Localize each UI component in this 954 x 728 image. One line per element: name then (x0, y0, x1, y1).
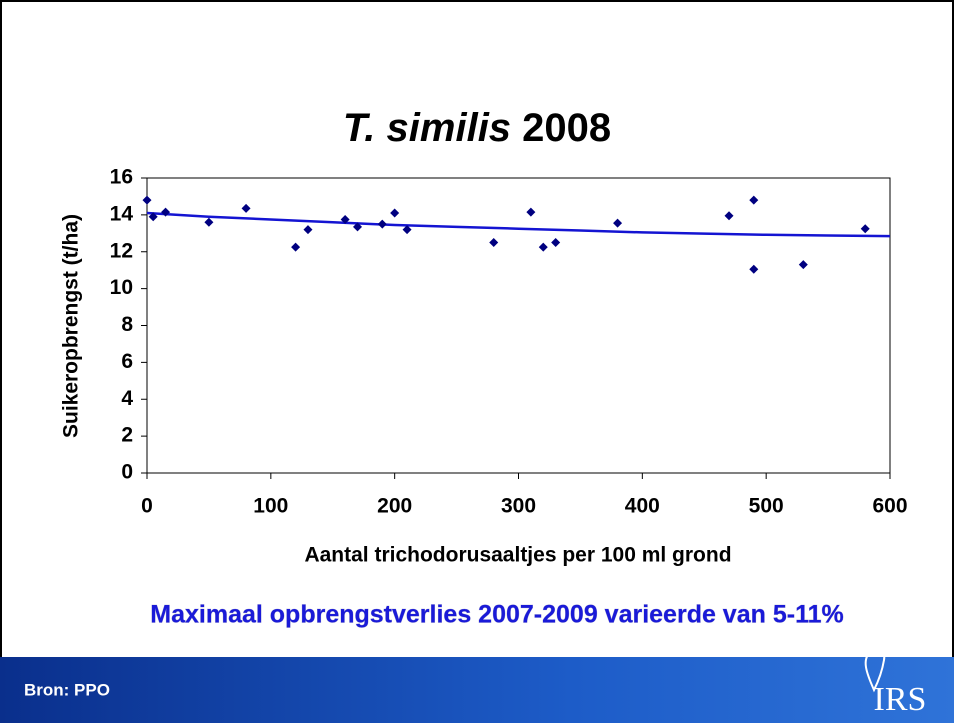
point (749, 195, 759, 205)
point (161, 207, 171, 217)
point (142, 195, 152, 205)
x-tick-label: 0 (141, 495, 153, 518)
point (148, 212, 158, 222)
x-tick-label: 500 (749, 495, 784, 518)
y-tick-label: 10 (110, 276, 133, 299)
logo-leaves (869, 636, 890, 651)
x-tick-label: 600 (872, 495, 907, 518)
logo-text: IRS (874, 681, 927, 718)
point (526, 207, 536, 217)
point (204, 217, 214, 227)
point (390, 208, 400, 218)
y-tick-label: 8 (121, 313, 133, 336)
x-tick-label: 300 (501, 495, 536, 518)
x-tick-label: 100 (253, 495, 288, 518)
chart-title: T. similis 2008 (343, 106, 611, 150)
point (241, 203, 251, 213)
title-species: T. similis (343, 106, 511, 150)
point (340, 214, 350, 224)
source: Bron: PPO (24, 680, 110, 699)
point (551, 238, 561, 248)
y-tick-label: 14 (110, 202, 134, 225)
x-tick-label: 400 (625, 495, 660, 518)
x-axis-label: Aantal trichodorusaaltjes per 100 ml gro… (304, 544, 731, 567)
x-tick-label: 200 (377, 495, 412, 518)
y-tick-label: 16 (110, 166, 133, 189)
logo-beet (864, 648, 886, 693)
footer-band (0, 657, 954, 723)
point (860, 224, 870, 234)
point (303, 225, 313, 235)
y-tick-label: 0 (121, 461, 133, 484)
y-tick-label: 2 (121, 424, 133, 447)
y-tick-label: 4 (121, 387, 133, 410)
point (353, 222, 363, 232)
point (749, 264, 759, 274)
logo: IRS (864, 636, 927, 718)
y-tick-label: 6 (121, 350, 133, 373)
point (402, 225, 412, 235)
point (613, 218, 623, 228)
caption: Maximaal opbrengstverlies 2007-2009 vari… (150, 601, 843, 629)
y-tick-label: 12 (110, 239, 133, 262)
point (798, 260, 808, 270)
title-year: 2008 (522, 106, 611, 150)
point (377, 219, 387, 229)
point (291, 242, 301, 252)
trend-line (146, 211, 891, 238)
point (724, 211, 734, 221)
y-axis-label: Suikeropbrengst (t/ha) (60, 214, 83, 438)
point (489, 238, 499, 248)
point (538, 242, 548, 252)
